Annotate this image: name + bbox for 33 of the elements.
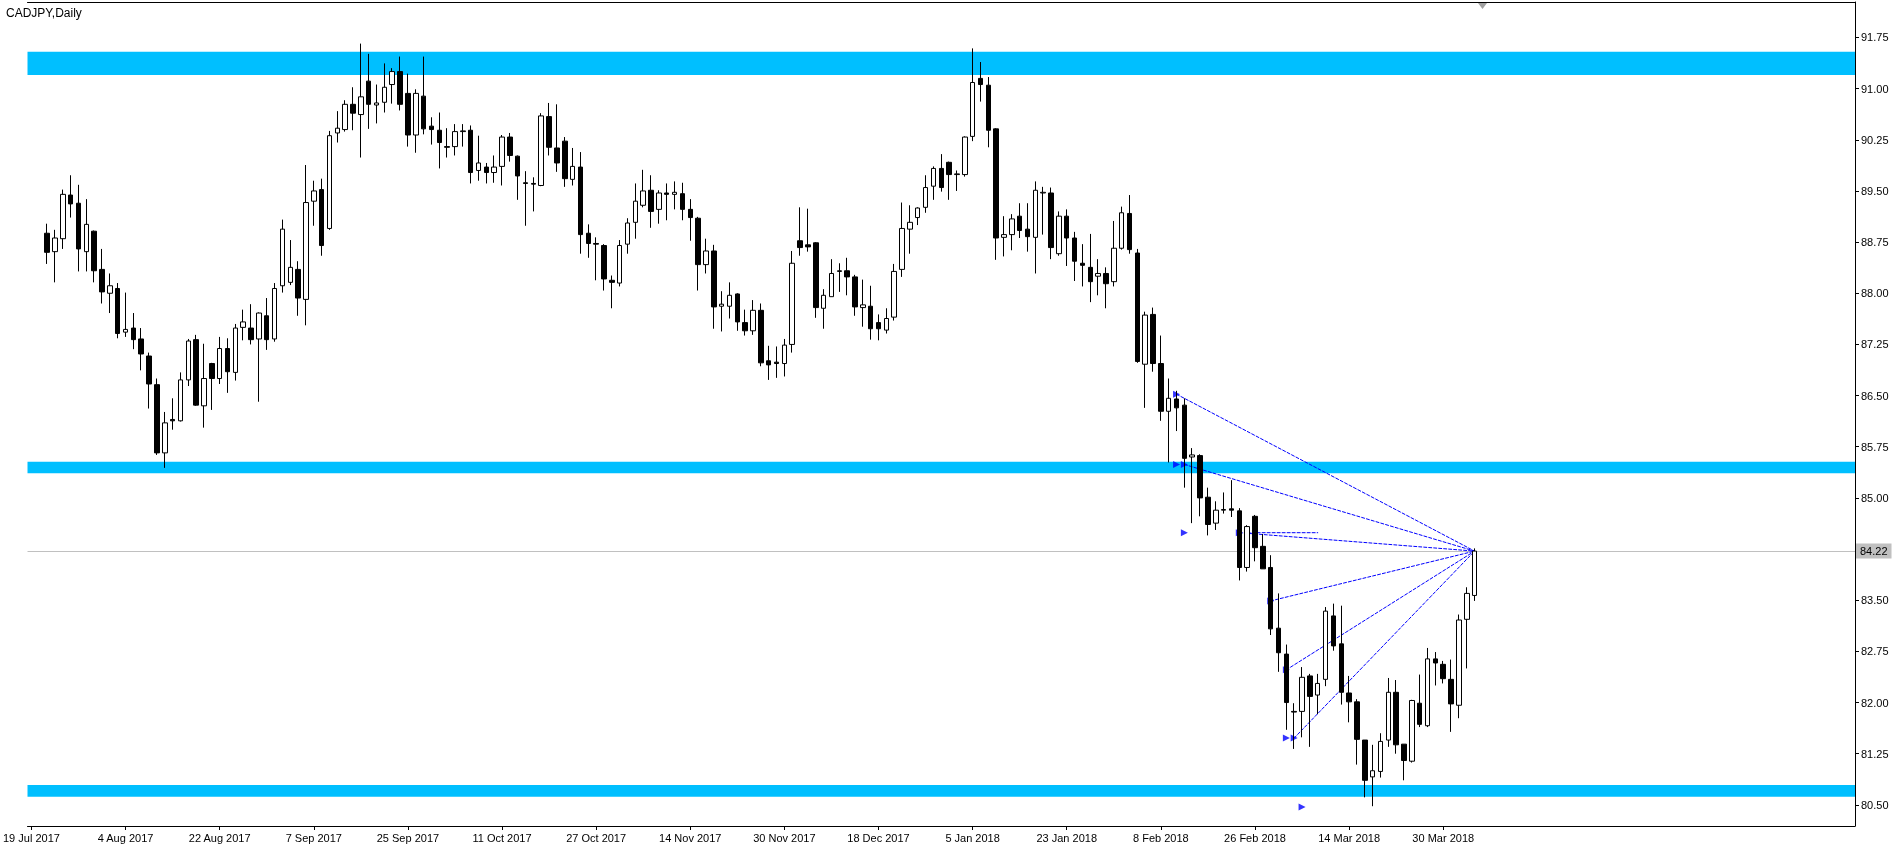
x-tick-label: 4 Aug 2017 [97, 831, 154, 844]
x-tick-label: 26 Feb 2018 [1224, 831, 1286, 844]
y-tick-label: 85.75 [1861, 440, 1889, 453]
y-tick-label: 83.50 [1861, 594, 1889, 607]
y-tick-label: 82.75 [1861, 645, 1889, 658]
x-tick-label: 7 Sep 2017 [285, 831, 342, 844]
y-tick-label: 90.25 [1861, 133, 1889, 146]
y-tick-label: 89.50 [1861, 184, 1889, 197]
x-tick-label: 27 Oct 2017 [566, 831, 627, 844]
x-tick-label: 25 Sep 2017 [376, 831, 440, 844]
y-tick-label: 82.00 [1861, 696, 1889, 709]
x-tick-label: 18 Dec 2017 [847, 831, 910, 844]
y-tick-label: 88.75 [1861, 236, 1889, 249]
y-tick-label: 80.50 [1861, 798, 1889, 811]
y-tick-label: 81.25 [1861, 747, 1889, 760]
x-tick-label: 11 Oct 2017 [472, 831, 532, 844]
x-tick-label: 5 Jan 2018 [945, 831, 1000, 844]
ref-line-label: 84.22 [1860, 545, 1888, 558]
x-tick-label: 30 Nov 2017 [753, 831, 816, 844]
y-tick-label: 91.75 [1861, 31, 1889, 44]
y-tick-label: 85.00 [1861, 491, 1889, 504]
x-tick-label: 19 Jul 2017 [2, 831, 60, 844]
x-tick-label: 14 Mar 2018 [1318, 831, 1380, 844]
x-tick-label: 22 Aug 2017 [188, 831, 251, 844]
y-tick-label: 86.50 [1861, 389, 1889, 402]
chart-title: CADJPY,Daily [6, 6, 82, 20]
x-tick-label: 23 Jan 2018 [1036, 831, 1098, 844]
x-tick-label: 8 Feb 2018 [1133, 831, 1189, 844]
y-tick-label: 91.00 [1861, 82, 1889, 95]
x-tick-label: 30 Mar 2018 [1412, 831, 1475, 844]
y-tick-label: 88.00 [1861, 287, 1889, 300]
y-tick-label: 87.25 [1861, 338, 1889, 351]
x-tick-label: 14 Nov 2017 [659, 831, 722, 844]
